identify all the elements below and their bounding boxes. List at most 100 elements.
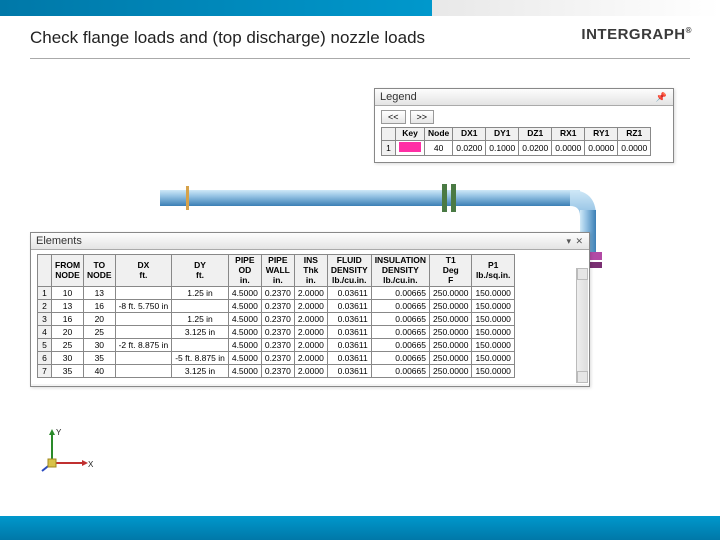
elements-cell: 4.5000 — [228, 352, 261, 365]
table-row[interactable]: 63035-5 ft. 8.875 in4.50000.23702.00000.… — [38, 352, 515, 365]
legend-col-header — [382, 128, 396, 141]
legend-col-header: DX1 — [453, 128, 486, 141]
elements-col-header: PIPEWALLin. — [261, 255, 294, 287]
legend-col-header: Node — [425, 128, 453, 141]
elements-cell: 250.0000 — [430, 326, 472, 339]
table-row[interactable]: 52530-2 ft. 8.875 in4.50000.23702.00000.… — [38, 339, 515, 352]
legend-cell: 0.1000 — [486, 140, 519, 155]
elements-panel-controls[interactable]: ▾ ✕ — [566, 236, 584, 247]
elements-row-index: 4 — [38, 326, 52, 339]
elements-cell: 30 — [84, 339, 116, 352]
elements-col-header: INSThkin. — [294, 255, 327, 287]
elements-row-index: 1 — [38, 287, 52, 300]
elements-cell: 150.0000 — [472, 326, 514, 339]
elements-cell — [115, 365, 172, 378]
elements-cell: 35 — [84, 352, 116, 365]
legend-col-header: RZ1 — [618, 128, 651, 141]
elements-body: FROMNODETONODEDXft.DYft.PIPEODin.PIPEWAL… — [31, 250, 589, 384]
elements-cell: 0.2370 — [261, 326, 294, 339]
elements-cell: 4.5000 — [228, 365, 261, 378]
elements-cell: 150.0000 — [472, 365, 514, 378]
elements-panel: Elements ▾ ✕ FROMNODETONODEDXft.DYft.PIP… — [30, 232, 590, 387]
elements-panel-header[interactable]: Elements ▾ ✕ — [31, 233, 589, 250]
elements-cell: 150.0000 — [472, 300, 514, 313]
elements-cell: 0.00665 — [371, 300, 429, 313]
elements-cell: 40 — [84, 365, 116, 378]
elements-cell: 250.0000 — [430, 287, 472, 300]
elements-cell: 4.5000 — [228, 313, 261, 326]
elements-cell: 13 — [52, 300, 84, 313]
elements-col-header: DXft. — [115, 255, 172, 287]
elements-row-index: 6 — [38, 352, 52, 365]
table-row[interactable]: 735403.125 in4.50000.23702.00000.036110.… — [38, 365, 515, 378]
page-title: Check flange loads and (top discharge) n… — [30, 28, 425, 48]
elements-cell: 0.03611 — [327, 326, 371, 339]
elements-table: FROMNODETONODEDXft.DYft.PIPEODin.PIPEWAL… — [37, 254, 515, 378]
elements-cell: 35 — [52, 365, 84, 378]
elements-col-header: DYft. — [172, 255, 229, 287]
legend-col-header: DZ1 — [519, 128, 552, 141]
legend-next-button[interactable]: >> — [410, 110, 435, 124]
elements-cell: -2 ft. 8.875 in — [115, 339, 172, 352]
elements-cell — [172, 339, 229, 352]
elements-cell: 0.2370 — [261, 300, 294, 313]
legend-panel: Legend 📌 << >> KeyNodeDX1DY1DZ1RX1RY1RZ1… — [374, 88, 674, 163]
elements-cell: 150.0000 — [472, 313, 514, 326]
elements-cell: 20 — [84, 313, 116, 326]
legend-row[interactable]: 1400.02000.10000.02000.00000.00000.0000 — [382, 140, 651, 155]
elements-cell: 150.0000 — [472, 339, 514, 352]
legend-col-header: DY1 — [486, 128, 519, 141]
elements-cell: 0.00665 — [371, 352, 429, 365]
elements-cell: 25 — [84, 326, 116, 339]
elements-cell: 2.0000 — [294, 287, 327, 300]
elements-cell — [172, 300, 229, 313]
legend-cell: 0.0000 — [618, 140, 651, 155]
elements-cell: 150.0000 — [472, 287, 514, 300]
elements-cell: 250.0000 — [430, 352, 472, 365]
legend-key-cell — [396, 140, 425, 155]
table-row[interactable]: 110131.25 in4.50000.23702.00000.036110.0… — [38, 287, 515, 300]
elements-col-header — [38, 255, 52, 287]
elements-cell: 1.25 in — [172, 287, 229, 300]
legend-col-header: RY1 — [585, 128, 618, 141]
logo-registered: ® — [686, 26, 692, 35]
legend-pin-icon[interactable]: 📌 — [656, 92, 668, 103]
legend-cell: 0.0200 — [453, 140, 486, 155]
axis-x-label: X — [88, 460, 94, 469]
elements-cell: 2.0000 — [294, 365, 327, 378]
legend-panel-header[interactable]: Legend 📌 — [375, 89, 673, 106]
elements-cell: 0.00665 — [371, 313, 429, 326]
elements-cell: 0.03611 — [327, 300, 371, 313]
table-row[interactable]: 21316-8 ft. 5.750 in4.50000.23702.00000.… — [38, 300, 515, 313]
slide-top-bar — [0, 0, 720, 16]
table-row[interactable]: 316201.25 in4.50000.23702.00000.036110.0… — [38, 313, 515, 326]
legend-cell: 0.0000 — [552, 140, 585, 155]
legend-table: KeyNodeDX1DY1DZ1RX1RY1RZ11400.02000.1000… — [381, 127, 651, 156]
elements-cell: 30 — [52, 352, 84, 365]
table-row[interactable]: 420253.125 in4.50000.23702.00000.036110.… — [38, 326, 515, 339]
elements-cell: 2.0000 — [294, 300, 327, 313]
elements-col-header: FROMNODE — [52, 255, 84, 287]
elements-cell: 0.00665 — [371, 365, 429, 378]
elements-cell: -8 ft. 5.750 in — [115, 300, 172, 313]
elements-cell: -5 ft. 8.875 in — [172, 352, 229, 365]
axis-triad: Y X — [40, 425, 100, 475]
elements-title: Elements — [36, 235, 82, 247]
elements-col-header: INSULATIONDENSITYlb./cu.in. — [371, 255, 429, 287]
elements-cell: 0.00665 — [371, 326, 429, 339]
elements-cell: 20 — [52, 326, 84, 339]
elements-cell — [115, 287, 172, 300]
elements-cell: 4.5000 — [228, 287, 261, 300]
elements-cell: 0.2370 — [261, 339, 294, 352]
elements-scrollbar[interactable] — [576, 268, 588, 383]
elements-cell: 0.2370 — [261, 287, 294, 300]
elements-cell — [115, 326, 172, 339]
elements-cell: 2.0000 — [294, 339, 327, 352]
elements-cell: 0.2370 — [261, 313, 294, 326]
elements-cell: 10 — [52, 287, 84, 300]
legend-cell: 0.0200 — [519, 140, 552, 155]
elements-cell: 25 — [52, 339, 84, 352]
legend-prev-button[interactable]: << — [381, 110, 406, 124]
elements-cell: 0.03611 — [327, 339, 371, 352]
elements-cell: 250.0000 — [430, 313, 472, 326]
